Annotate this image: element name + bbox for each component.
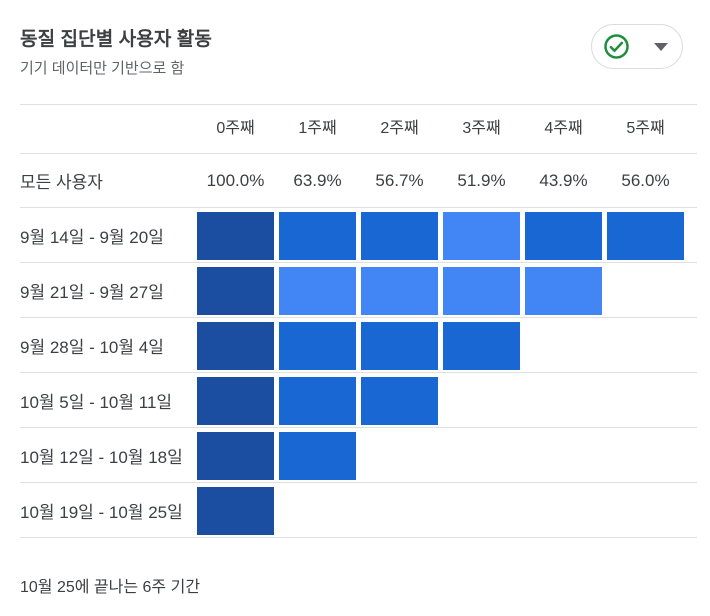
data-quality-dropdown-button[interactable] xyxy=(591,24,683,69)
heatmap-cell[interactable] xyxy=(525,212,602,260)
all-users-row: 모든 사용자 100.0% 63.9% 56.7% 51.9% 43.9% 56.0% xyxy=(20,153,697,207)
heatmap-cell[interactable] xyxy=(443,322,520,370)
week-header-cell: 5주째 xyxy=(626,120,665,137)
cohort-row: 9월 21일 - 9월 27일 xyxy=(20,262,697,317)
heatmap-cell[interactable] xyxy=(197,267,274,315)
all-users-value: 56.7% xyxy=(375,171,424,190)
all-users-value: 63.9% xyxy=(293,171,342,190)
heatmap-cell[interactable] xyxy=(279,267,356,315)
cohort-row-label: 10월 12일 - 10월 18일 xyxy=(20,447,183,467)
footer-note: 10월 25에 끝나는 6주 기간 xyxy=(20,579,201,596)
card-title: 동질 집단별 사용자 활동 xyxy=(20,29,212,50)
heatmap-cell[interactable] xyxy=(361,322,438,370)
heatmap-cell[interactable] xyxy=(525,267,602,315)
all-users-value: 56.0% xyxy=(621,171,670,190)
heatmap-cell[interactable] xyxy=(361,267,438,315)
cohort-row: 9월 28일 - 10월 4일 xyxy=(20,317,697,372)
cohort-row: 10월 5일 - 10월 11일 xyxy=(20,372,697,427)
week-header-cell: 1주째 xyxy=(298,120,337,137)
heatmap-cell[interactable] xyxy=(197,377,274,425)
heatmap-cell[interactable] xyxy=(279,432,356,480)
week-header-row: 0주째 1주째 2주째 3주째 4주째 5주째 xyxy=(20,104,697,153)
cohort-row: 10월 12일 - 10월 18일 xyxy=(20,427,697,482)
heatmap-cell[interactable] xyxy=(197,322,274,370)
cohort-row-label: 10월 5일 - 10월 11일 xyxy=(20,392,173,412)
heatmap-cell[interactable] xyxy=(279,322,356,370)
all-users-value: 43.9% xyxy=(539,171,588,190)
cohort-row-label: 9월 28일 - 10월 4일 xyxy=(20,337,164,357)
heatmap-cell[interactable] xyxy=(443,212,520,260)
cohort-row-label: 9월 14일 - 9월 20일 xyxy=(20,227,164,247)
heatmap-cell[interactable] xyxy=(197,432,274,480)
week-header-cell: 0주째 xyxy=(216,120,255,137)
cohort-row-label: 10월 19일 - 10월 25일 xyxy=(20,502,183,522)
all-users-label: 모든 사용자 xyxy=(20,173,103,192)
card-subtitle: 기기 데이터만 기반으로 함 xyxy=(20,60,185,77)
heatmap-cell[interactable] xyxy=(197,212,274,260)
heatmap-cell[interactable] xyxy=(279,377,356,425)
all-users-value: 51.9% xyxy=(457,171,506,190)
all-users-value: 100.0% xyxy=(206,171,265,190)
week-header-cell: 2주째 xyxy=(380,120,419,137)
check-circle-icon xyxy=(604,34,629,59)
week-header-cell: 3주째 xyxy=(462,120,501,137)
heatmap-cell[interactable] xyxy=(361,212,438,260)
table-bottom-divider xyxy=(20,537,697,538)
heatmap-cell[interactable] xyxy=(197,487,274,535)
cohort-row: 9월 14일 - 9월 20일 xyxy=(20,207,697,262)
heatmap-cell[interactable] xyxy=(279,212,356,260)
heatmap-cell[interactable] xyxy=(443,267,520,315)
heatmap-cell[interactable] xyxy=(607,212,684,260)
chevron-down-icon xyxy=(654,42,668,51)
cohort-row: 10월 19일 - 10월 25일 xyxy=(20,482,697,537)
week-header-cell: 4주째 xyxy=(544,120,583,137)
heatmap-cell[interactable] xyxy=(361,377,438,425)
cohort-row-label: 9월 21일 - 9월 27일 xyxy=(20,282,164,302)
